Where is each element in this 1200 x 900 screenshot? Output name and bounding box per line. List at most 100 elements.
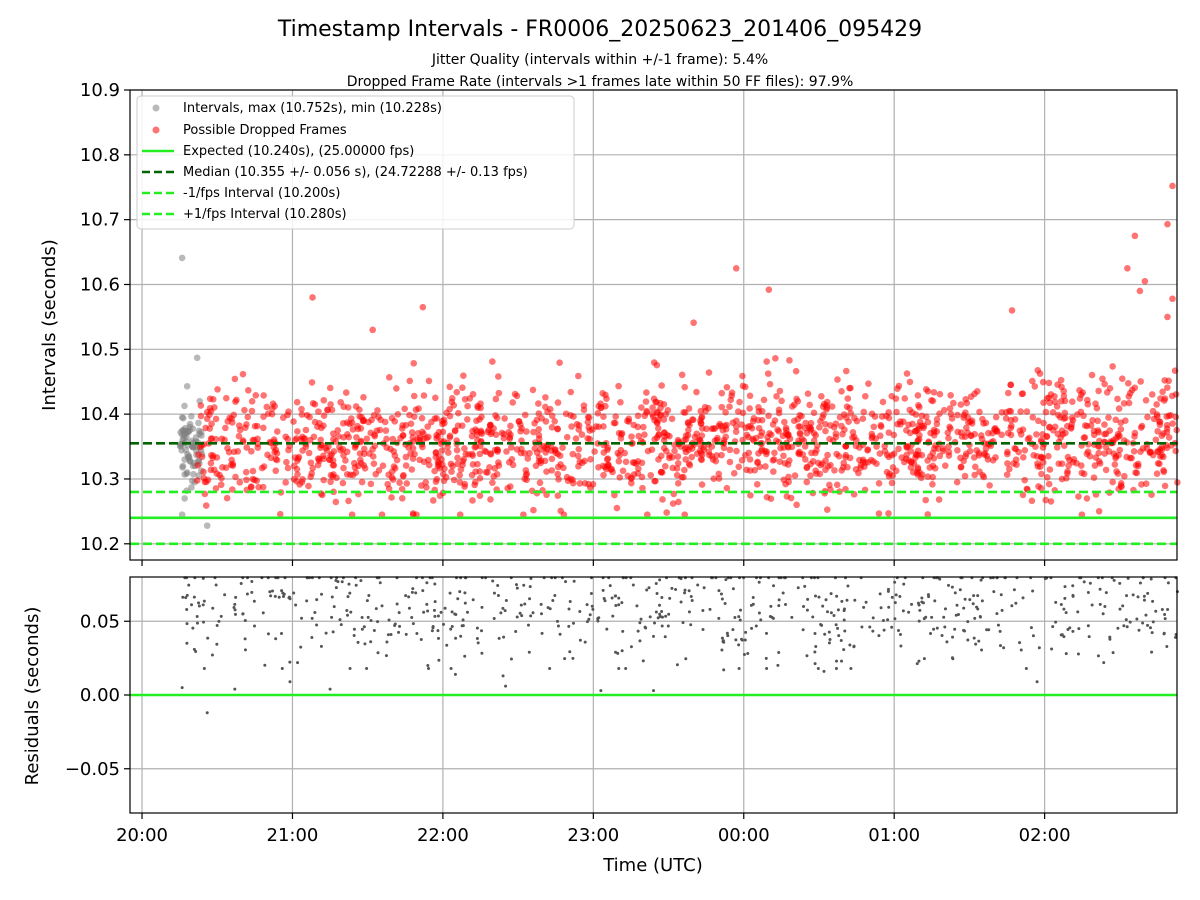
- legend-marker-dropped: [152, 126, 160, 134]
- dropped-frame-point: [883, 451, 891, 459]
- dropped-frame-point: [958, 433, 966, 440]
- residual-point: [210, 653, 214, 657]
- residual-point: [1059, 633, 1063, 637]
- dropped-frame-point: [307, 473, 314, 481]
- dropped-frame-point: [345, 433, 353, 441]
- dropped-frame-point: [503, 448, 510, 455]
- dropped-frame-point: [399, 422, 406, 429]
- dropped-frame-point: [1019, 491, 1027, 499]
- dropped-frame-point: [461, 445, 468, 452]
- residual-point: [280, 666, 284, 670]
- dropped-frame-point: [453, 446, 461, 454]
- dropped-frame-point: [419, 443, 426, 451]
- dropped-frame-point: [852, 465, 860, 473]
- dropped-frame-point: [203, 415, 211, 423]
- residual-point: [757, 580, 761, 584]
- residual-point: [945, 640, 949, 644]
- residual-point: [744, 630, 748, 634]
- dropped-frame-point: [1058, 383, 1065, 391]
- dropped-frame-point: [1057, 397, 1065, 405]
- dropped-frame-point: [592, 423, 600, 430]
- dropped-frame-point: [828, 403, 836, 410]
- dropped-frame-point: [941, 462, 949, 469]
- dropped-frame-point: [746, 456, 754, 463]
- dropped-frame-point: [302, 443, 310, 451]
- residual-point: [234, 595, 238, 599]
- dropped-frame-point: [1137, 378, 1144, 385]
- dropped-frame-point: [791, 472, 799, 479]
- dropped-frame-point: [677, 443, 684, 450]
- dropped-frame-point: [474, 460, 481, 468]
- dropped-frame-point: [879, 398, 887, 406]
- residual-point: [555, 619, 559, 623]
- residual-point: [279, 631, 283, 635]
- dropped-frame-point: [229, 486, 236, 493]
- residual-point: [658, 578, 662, 582]
- dropped-frame-point: [320, 412, 328, 420]
- residual-point: [233, 608, 237, 612]
- dropped-frame-point: [658, 382, 665, 389]
- dropped-frame-point: [655, 431, 662, 439]
- dropped-frame-point: [1075, 493, 1082, 500]
- dropped-frame-point: [967, 393, 975, 400]
- residual-point: [1062, 635, 1066, 639]
- dropped-frame-point: [1138, 422, 1146, 430]
- residual-point: [599, 689, 603, 693]
- residual-point: [288, 597, 292, 601]
- dropped-frame-point: [733, 447, 740, 455]
- residual-point: [1124, 618, 1128, 622]
- dropped-frame-point: [763, 450, 770, 458]
- residual-point: [332, 605, 336, 609]
- dropped-frame-point: [817, 418, 824, 425]
- residual-point: [492, 591, 496, 595]
- residual-point: [664, 614, 668, 618]
- residual-point: [384, 654, 388, 658]
- dropped-frame-point: [453, 388, 461, 396]
- dropped-frame-point: [478, 413, 485, 421]
- residual-point: [1077, 627, 1081, 631]
- interval-point: [178, 254, 186, 262]
- residual-point: [653, 621, 657, 625]
- dropped-frame-point: [388, 474, 396, 481]
- residual-point: [724, 578, 728, 582]
- dropped-frame-point: [271, 448, 278, 456]
- residual-point: [365, 599, 369, 603]
- residual-point: [460, 624, 464, 628]
- dropped-frame-point: [685, 405, 693, 412]
- dropped-frame-point: [454, 460, 461, 468]
- residual-point: [954, 613, 958, 617]
- dropped-frame-point: [807, 472, 814, 479]
- residual-point: [1102, 661, 1106, 665]
- residual-point: [578, 638, 582, 642]
- residual-point: [427, 666, 431, 670]
- dropped-frame-point: [591, 448, 598, 455]
- dropped-frame-point: [1049, 409, 1057, 416]
- residual-point: [963, 629, 967, 633]
- dropped-frame-point: [795, 423, 802, 430]
- dropped-frame-point: [493, 414, 501, 422]
- dropped-frame-point: [1004, 389, 1012, 397]
- dropped-frame-point: [488, 428, 495, 436]
- residual-point: [347, 582, 351, 586]
- residual-point: [602, 596, 606, 600]
- dropped-frame-point: [864, 458, 872, 466]
- residual-point: [202, 620, 206, 624]
- residual-point: [410, 590, 414, 594]
- residual-point: [879, 606, 883, 610]
- residuals-ylabel: Residuals (seconds): [22, 607, 43, 786]
- dropped-frame-point: [560, 511, 568, 518]
- residual-point: [1141, 621, 1145, 625]
- residual-point: [743, 638, 747, 642]
- dropped-frame-point: [1019, 454, 1027, 461]
- dropped-frame-point: [777, 444, 784, 452]
- dropped-frame-point: [710, 475, 718, 482]
- residual-point: [501, 606, 505, 610]
- dropped-frame-point: [765, 286, 773, 293]
- dropped-frame-point: [456, 479, 464, 486]
- residual-point: [239, 582, 243, 586]
- residual-point: [1146, 623, 1150, 627]
- residual-point: [813, 650, 817, 654]
- residual-point: [356, 640, 360, 644]
- dropped-frame-point: [1007, 381, 1014, 389]
- dropped-frame-point: [595, 402, 602, 410]
